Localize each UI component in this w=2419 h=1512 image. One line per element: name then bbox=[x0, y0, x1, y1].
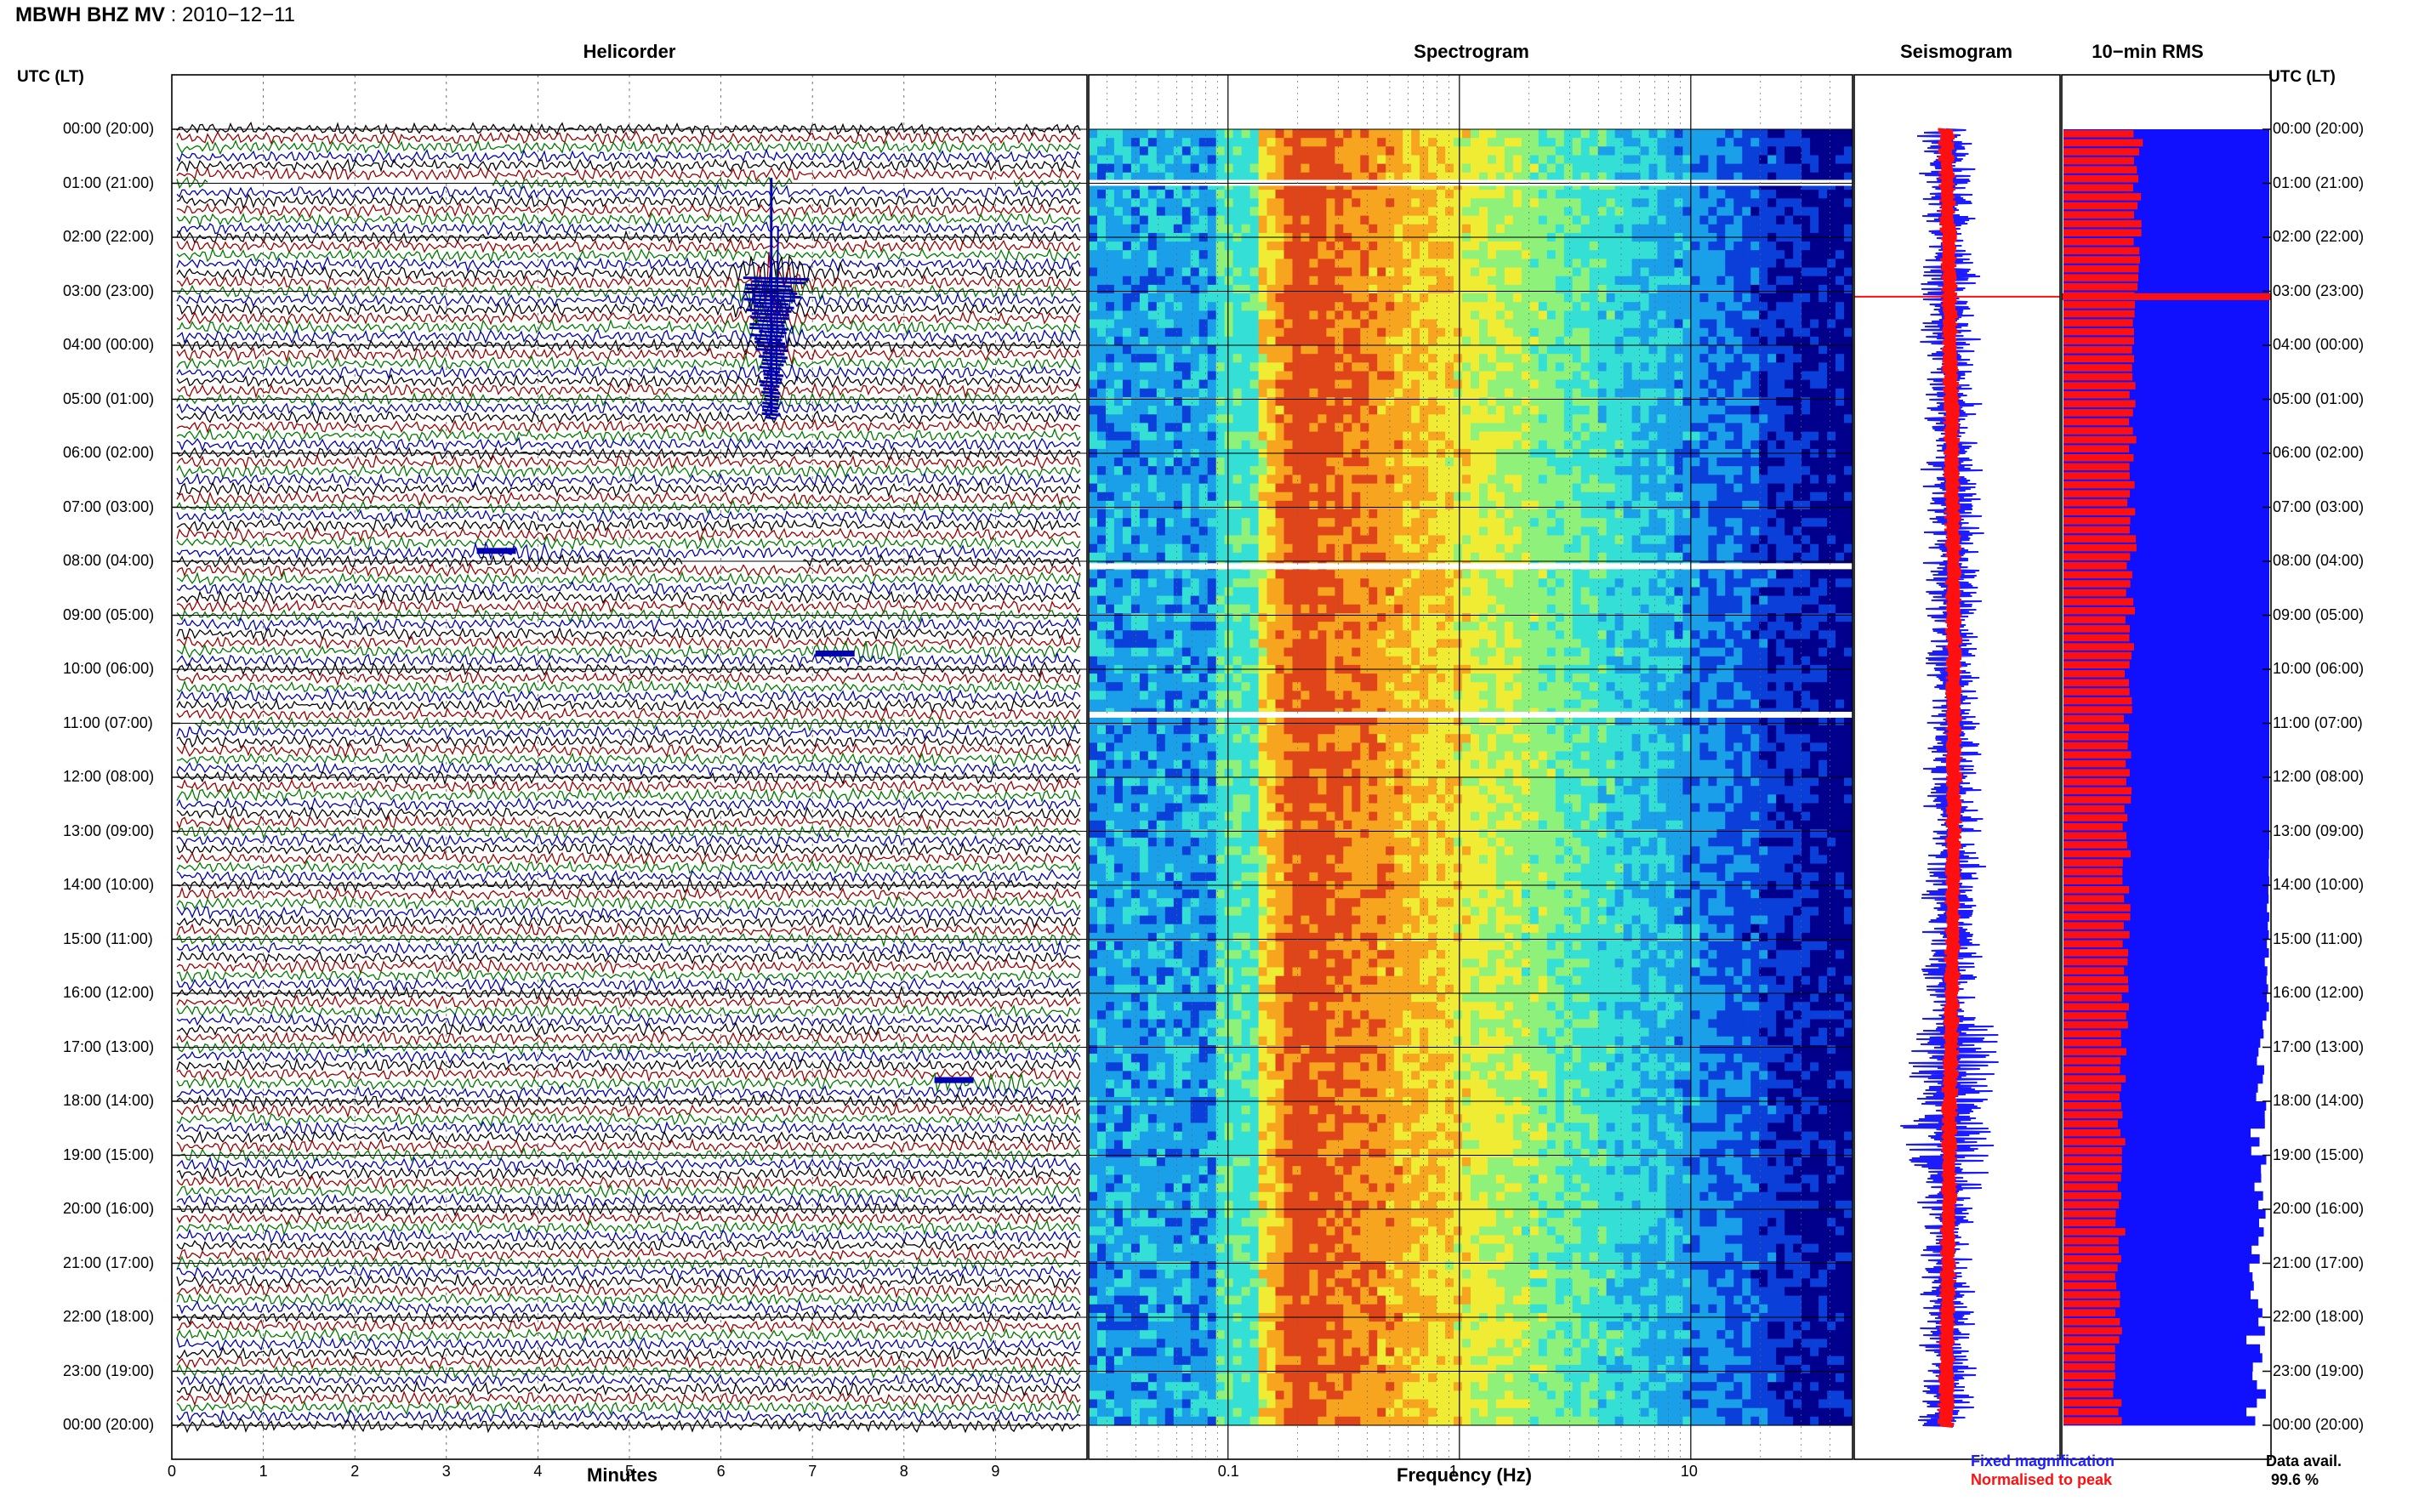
y-tick-right-20: 20:00 (16:00) bbox=[2273, 1200, 2365, 1217]
y-tick-left-19: 19:00 (15:00) bbox=[63, 1145, 155, 1163]
helicorder-title: Helicorder bbox=[583, 41, 676, 62]
x-tick-frequency-1: 1 bbox=[1449, 1463, 1458, 1480]
spectrogram-frame bbox=[1088, 74, 1853, 1460]
y-tick-right-21: 21:00 (17:00) bbox=[2273, 1253, 2365, 1271]
helicorder-event-small-1 bbox=[476, 548, 516, 554]
y-tick-left-2: 02:00 (22:00) bbox=[63, 228, 155, 245]
y-tick-right-15: 15:00 (11:00) bbox=[2273, 929, 2363, 947]
y-tick-left-15: 15:00 (11:00) bbox=[63, 929, 153, 947]
y-tick-left-16: 16:00 (12:00) bbox=[63, 984, 155, 1001]
y-tick-left-11: 11:00 (07:00) bbox=[63, 713, 153, 731]
helicorder-event-small-3 bbox=[934, 1077, 974, 1083]
y-tick-left-0: 00:00 (20:00) bbox=[63, 120, 155, 137]
tz-label-right: UTC (LT) bbox=[2268, 68, 2336, 86]
helicorder-event-small-2 bbox=[815, 650, 855, 657]
y-tick-left-23: 23:00 (19:00) bbox=[63, 1361, 155, 1379]
y-tick-right-11: 11:00 (07:00) bbox=[2273, 713, 2363, 731]
title-separator: : bbox=[164, 3, 182, 26]
data-availability-value: 99.6 % bbox=[2271, 1471, 2319, 1488]
helicorder-event-large bbox=[743, 178, 810, 420]
y-tick-right-7: 07:00 (03:00) bbox=[2273, 497, 2365, 515]
y-tick-left-13: 13:00 (09:00) bbox=[63, 821, 155, 839]
y-tick-left-8: 08:00 (04:00) bbox=[63, 552, 155, 569]
y-tick-left-3: 03:00 (23:00) bbox=[63, 281, 155, 299]
x-tick-minute-9: 9 bbox=[991, 1463, 1000, 1480]
seismogram-title: Seismogram bbox=[1899, 41, 2013, 62]
x-tick-minute-6: 6 bbox=[716, 1463, 726, 1480]
legend-fixed-magnification: Fixed magnification bbox=[1971, 1452, 2115, 1469]
legend-normalised-to-peak: Normalised to peak bbox=[1971, 1471, 2113, 1488]
y-tick-right-23: 23:00 (19:00) bbox=[2273, 1361, 2365, 1379]
chart-date: 2010−12−11 bbox=[181, 3, 296, 26]
x-tick-minute-2: 2 bbox=[350, 1463, 360, 1480]
y-tick-right-22: 22:00 (18:00) bbox=[2273, 1308, 2365, 1325]
y-tick-left-5: 05:00 (01:00) bbox=[63, 389, 155, 407]
y-tick-right-1: 01:00 (21:00) bbox=[2273, 173, 2365, 191]
y-tick-left-24: 00:00 (20:00) bbox=[63, 1416, 155, 1433]
y-tick-left-14: 14:00 (10:00) bbox=[63, 876, 155, 893]
y-tick-right-10: 10:00 (06:00) bbox=[2273, 660, 2365, 677]
y-tick-right-3: 03:00 (23:00) bbox=[2273, 281, 2365, 299]
y-tick-left-20: 20:00 (16:00) bbox=[63, 1200, 155, 1217]
rms-frame bbox=[2061, 74, 2272, 1460]
y-tick-left-10: 10:00 (06:00) bbox=[63, 660, 155, 677]
station-code: MBWH BHZ MV bbox=[15, 3, 165, 26]
x-tick-minute-5: 5 bbox=[625, 1463, 635, 1480]
x-tick-minute-7: 7 bbox=[808, 1463, 817, 1480]
seismogram-normalised-trace bbox=[1937, 128, 1963, 1428]
x-tick-minute-3: 3 bbox=[441, 1463, 451, 1480]
y-tick-right-6: 06:00 (02:00) bbox=[2273, 444, 2365, 461]
y-tick-left-4: 04:00 (00:00) bbox=[63, 336, 155, 353]
y-tick-right-9: 09:00 (05:00) bbox=[2273, 605, 2365, 623]
chart-title: MBWH BHZ MV : 2010−12−11 bbox=[15, 3, 295, 27]
y-tick-left-12: 12:00 (08:00) bbox=[63, 768, 155, 785]
y-tick-left-1: 01:00 (21:00) bbox=[63, 173, 155, 191]
y-tick-left-18: 18:00 (14:00) bbox=[63, 1092, 155, 1109]
y-tick-right-8: 08:00 (04:00) bbox=[2273, 552, 2365, 569]
y-tick-right-2: 02:00 (22:00) bbox=[2273, 228, 2365, 245]
y-tick-left-9: 09:00 (05:00) bbox=[63, 605, 155, 623]
y-tick-right-12: 12:00 (08:00) bbox=[2273, 768, 2365, 785]
x-tick-minute-1: 1 bbox=[259, 1463, 268, 1480]
x-tick-minute-8: 8 bbox=[899, 1463, 908, 1480]
y-tick-left-22: 22:00 (18:00) bbox=[63, 1308, 155, 1325]
y-tick-left-17: 17:00 (13:00) bbox=[63, 1037, 155, 1055]
y-tick-right-17: 17:00 (13:00) bbox=[2273, 1037, 2365, 1055]
y-tick-right-5: 05:00 (01:00) bbox=[2273, 389, 2365, 407]
seismogram-frame bbox=[1853, 74, 2061, 1460]
tz-label-left: UTC (LT) bbox=[17, 68, 84, 86]
y-tick-right-0: 00:00 (20:00) bbox=[2273, 120, 2365, 137]
data-availability-label: Data avail. bbox=[2266, 1452, 2342, 1469]
rms-title: 10−min RMS bbox=[2092, 41, 2204, 62]
helicorder-frame bbox=[171, 74, 1088, 1460]
rms-event-marker bbox=[2062, 293, 2271, 300]
y-tick-right-19: 19:00 (15:00) bbox=[2273, 1145, 2365, 1163]
spectrogram-xlabel: Frequency (Hz) bbox=[1397, 1464, 1532, 1486]
x-tick-minute-0: 0 bbox=[168, 1463, 177, 1480]
y-tick-right-24: 00:00 (20:00) bbox=[2273, 1416, 2365, 1433]
y-tick-right-4: 04:00 (00:00) bbox=[2273, 336, 2365, 353]
panel-frames bbox=[171, 74, 2272, 1460]
y-tick-right-18: 18:00 (14:00) bbox=[2273, 1092, 2365, 1109]
x-tick-frequency-0_1: 0.1 bbox=[1217, 1463, 1239, 1480]
seismogram-traces bbox=[1854, 128, 2060, 1428]
grid-lines bbox=[172, 75, 1853, 1459]
helicorder-xlabel: Minutes bbox=[587, 1464, 658, 1486]
y-tick-right-16: 16:00 (12:00) bbox=[2273, 984, 2365, 1001]
y-tick-left-7: 07:00 (03:00) bbox=[63, 497, 155, 515]
y-tick-left-21: 21:00 (17:00) bbox=[63, 1253, 155, 1271]
y-tick-right-13: 13:00 (09:00) bbox=[2273, 821, 2365, 839]
spectrogram-title: Spectrogram bbox=[1414, 41, 1529, 62]
x-tick-minute-4: 4 bbox=[533, 1463, 543, 1480]
y-tick-right-14: 14:00 (10:00) bbox=[2273, 876, 2365, 893]
rms-bars bbox=[2062, 129, 2271, 1426]
y-tick-left-6: 06:00 (02:00) bbox=[63, 444, 155, 461]
x-tick-frequency-10: 10 bbox=[1680, 1463, 1698, 1480]
